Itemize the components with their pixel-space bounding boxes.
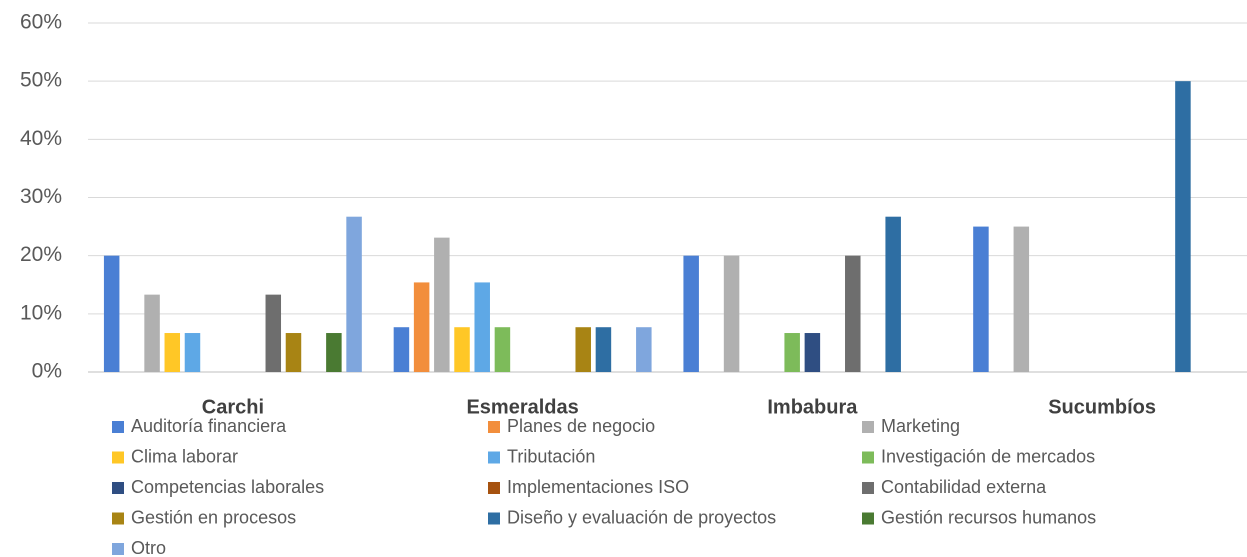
bar: [1175, 81, 1191, 373]
legend-label: Competencias laborales: [131, 477, 324, 497]
x-tick-label: Carchi: [202, 396, 264, 418]
legend-label: Diseño y evaluación de proyectos: [507, 507, 776, 527]
legend-swatch: [862, 512, 874, 525]
legend-label: Clima laborar: [131, 446, 238, 466]
legend-swatch: [488, 451, 500, 464]
legend-swatch: [488, 512, 500, 525]
legend-label: Tributación: [507, 446, 595, 466]
bar: [845, 255, 861, 372]
y-tick-label: 10%: [20, 301, 62, 324]
legend-label: Implementaciones ISO: [507, 477, 689, 497]
bar: [575, 327, 591, 372]
legend-swatch: [488, 482, 500, 494]
legend-label: Marketing: [881, 416, 960, 436]
bar: [683, 255, 699, 372]
legend-swatch: [112, 421, 124, 433]
bar: [346, 216, 362, 372]
bar: [885, 216, 901, 372]
legend-label: Otro: [131, 538, 166, 557]
bar: [285, 333, 302, 372]
legend-swatch: [862, 421, 874, 433]
legend-swatch: [112, 512, 124, 525]
bar: [393, 327, 410, 372]
legend-swatch: [862, 482, 874, 494]
legend-label: Gestión en procesos: [131, 507, 296, 527]
x-tick-label: Imbabura: [767, 396, 858, 418]
y-tick-label: 30%: [20, 185, 62, 208]
bar: [164, 333, 181, 372]
legend-label: Planes de negocio: [507, 416, 655, 436]
bar: [1013, 226, 1030, 372]
x-tick-label: Esmeraldas: [466, 396, 578, 418]
legend-label: Auditoría financiera: [131, 416, 287, 436]
y-tick-label: 40%: [20, 127, 62, 150]
bar: [265, 294, 282, 372]
bar: [973, 226, 989, 372]
legend-label: Contabilidad externa: [881, 477, 1047, 497]
y-tick-label: 0%: [32, 360, 62, 383]
bar: [413, 282, 430, 372]
legend-swatch: [862, 451, 874, 464]
bar: [326, 333, 342, 372]
bar: [454, 327, 470, 372]
legend-swatch: [488, 421, 500, 433]
bar: [494, 327, 511, 372]
legend-label: Gestión recursos humanos: [881, 507, 1096, 527]
legend-label: Investigación de mercados: [881, 446, 1095, 466]
bar: [474, 282, 490, 372]
bar: [804, 333, 821, 372]
bar: [103, 255, 120, 372]
bar: [784, 333, 800, 372]
bar: [184, 333, 201, 372]
bar: [595, 327, 612, 372]
legend-swatch: [112, 482, 124, 494]
bar: [636, 327, 652, 372]
y-tick-label: 50%: [20, 69, 62, 92]
legend-swatch: [112, 451, 124, 464]
bar: [723, 255, 740, 372]
x-tick-label: Sucumbíos: [1048, 396, 1156, 418]
y-tick-label: 60%: [20, 11, 62, 34]
y-tick-label: 20%: [20, 243, 62, 266]
legend-swatch: [112, 543, 124, 555]
bar: [144, 294, 160, 372]
bar: [434, 237, 450, 372]
